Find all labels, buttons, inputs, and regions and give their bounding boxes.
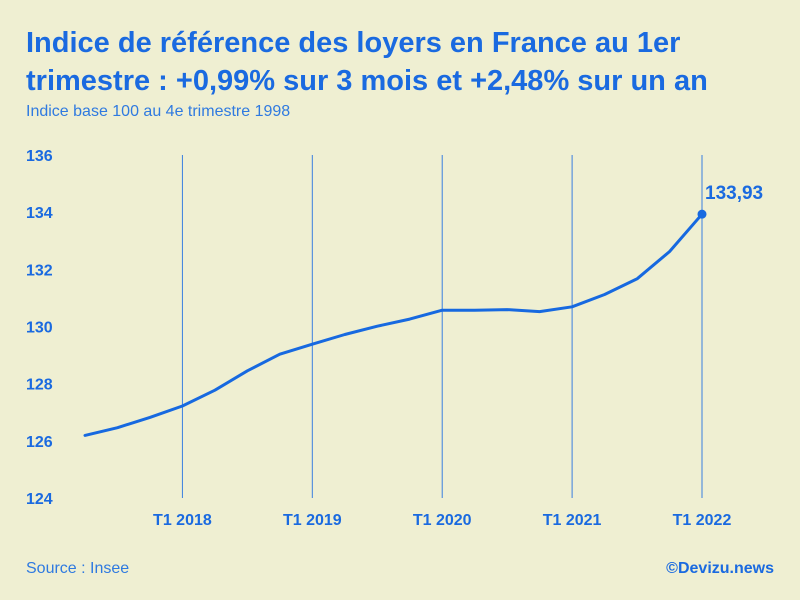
- y-tick-label: 132: [26, 262, 53, 279]
- y-tick-label: 136: [26, 148, 53, 165]
- series-points: [697, 209, 707, 219]
- end-point: [697, 209, 707, 219]
- y-tick-label: 130: [26, 320, 53, 337]
- x-tick-label: T1 2019: [283, 512, 342, 529]
- x-tick-label: T1 2021: [543, 512, 602, 529]
- end-value-label: 133,93: [705, 183, 763, 204]
- series-line: [83, 212, 704, 437]
- x-tick-label: T1 2020: [413, 512, 472, 529]
- y-axis-ticks: 124 126 128 130 132 134 136: [26, 148, 53, 508]
- x-tick-label: T1 2018: [153, 512, 212, 529]
- chart-subtitle: Indice base 100 au 4e trimestre 1998: [26, 103, 291, 120]
- chart-title: Indice de référence des loyers en France…: [26, 27, 708, 97]
- y-tick-label: 128: [26, 377, 53, 394]
- source-note: Source : Insee: [26, 560, 130, 577]
- y-tick-label: 134: [26, 205, 53, 222]
- x-tick-label: T1 2022: [673, 512, 732, 529]
- credit-link[interactable]: ©Devizu.news: [666, 560, 774, 577]
- y-tick-label: 124: [26, 491, 53, 508]
- x-axis-ticks: T1 2018 T1 2019 T1 2020 T1 2021 T1 2022: [153, 512, 731, 529]
- grid-lines: [181, 155, 703, 498]
- y-tick-label: 126: [26, 434, 53, 451]
